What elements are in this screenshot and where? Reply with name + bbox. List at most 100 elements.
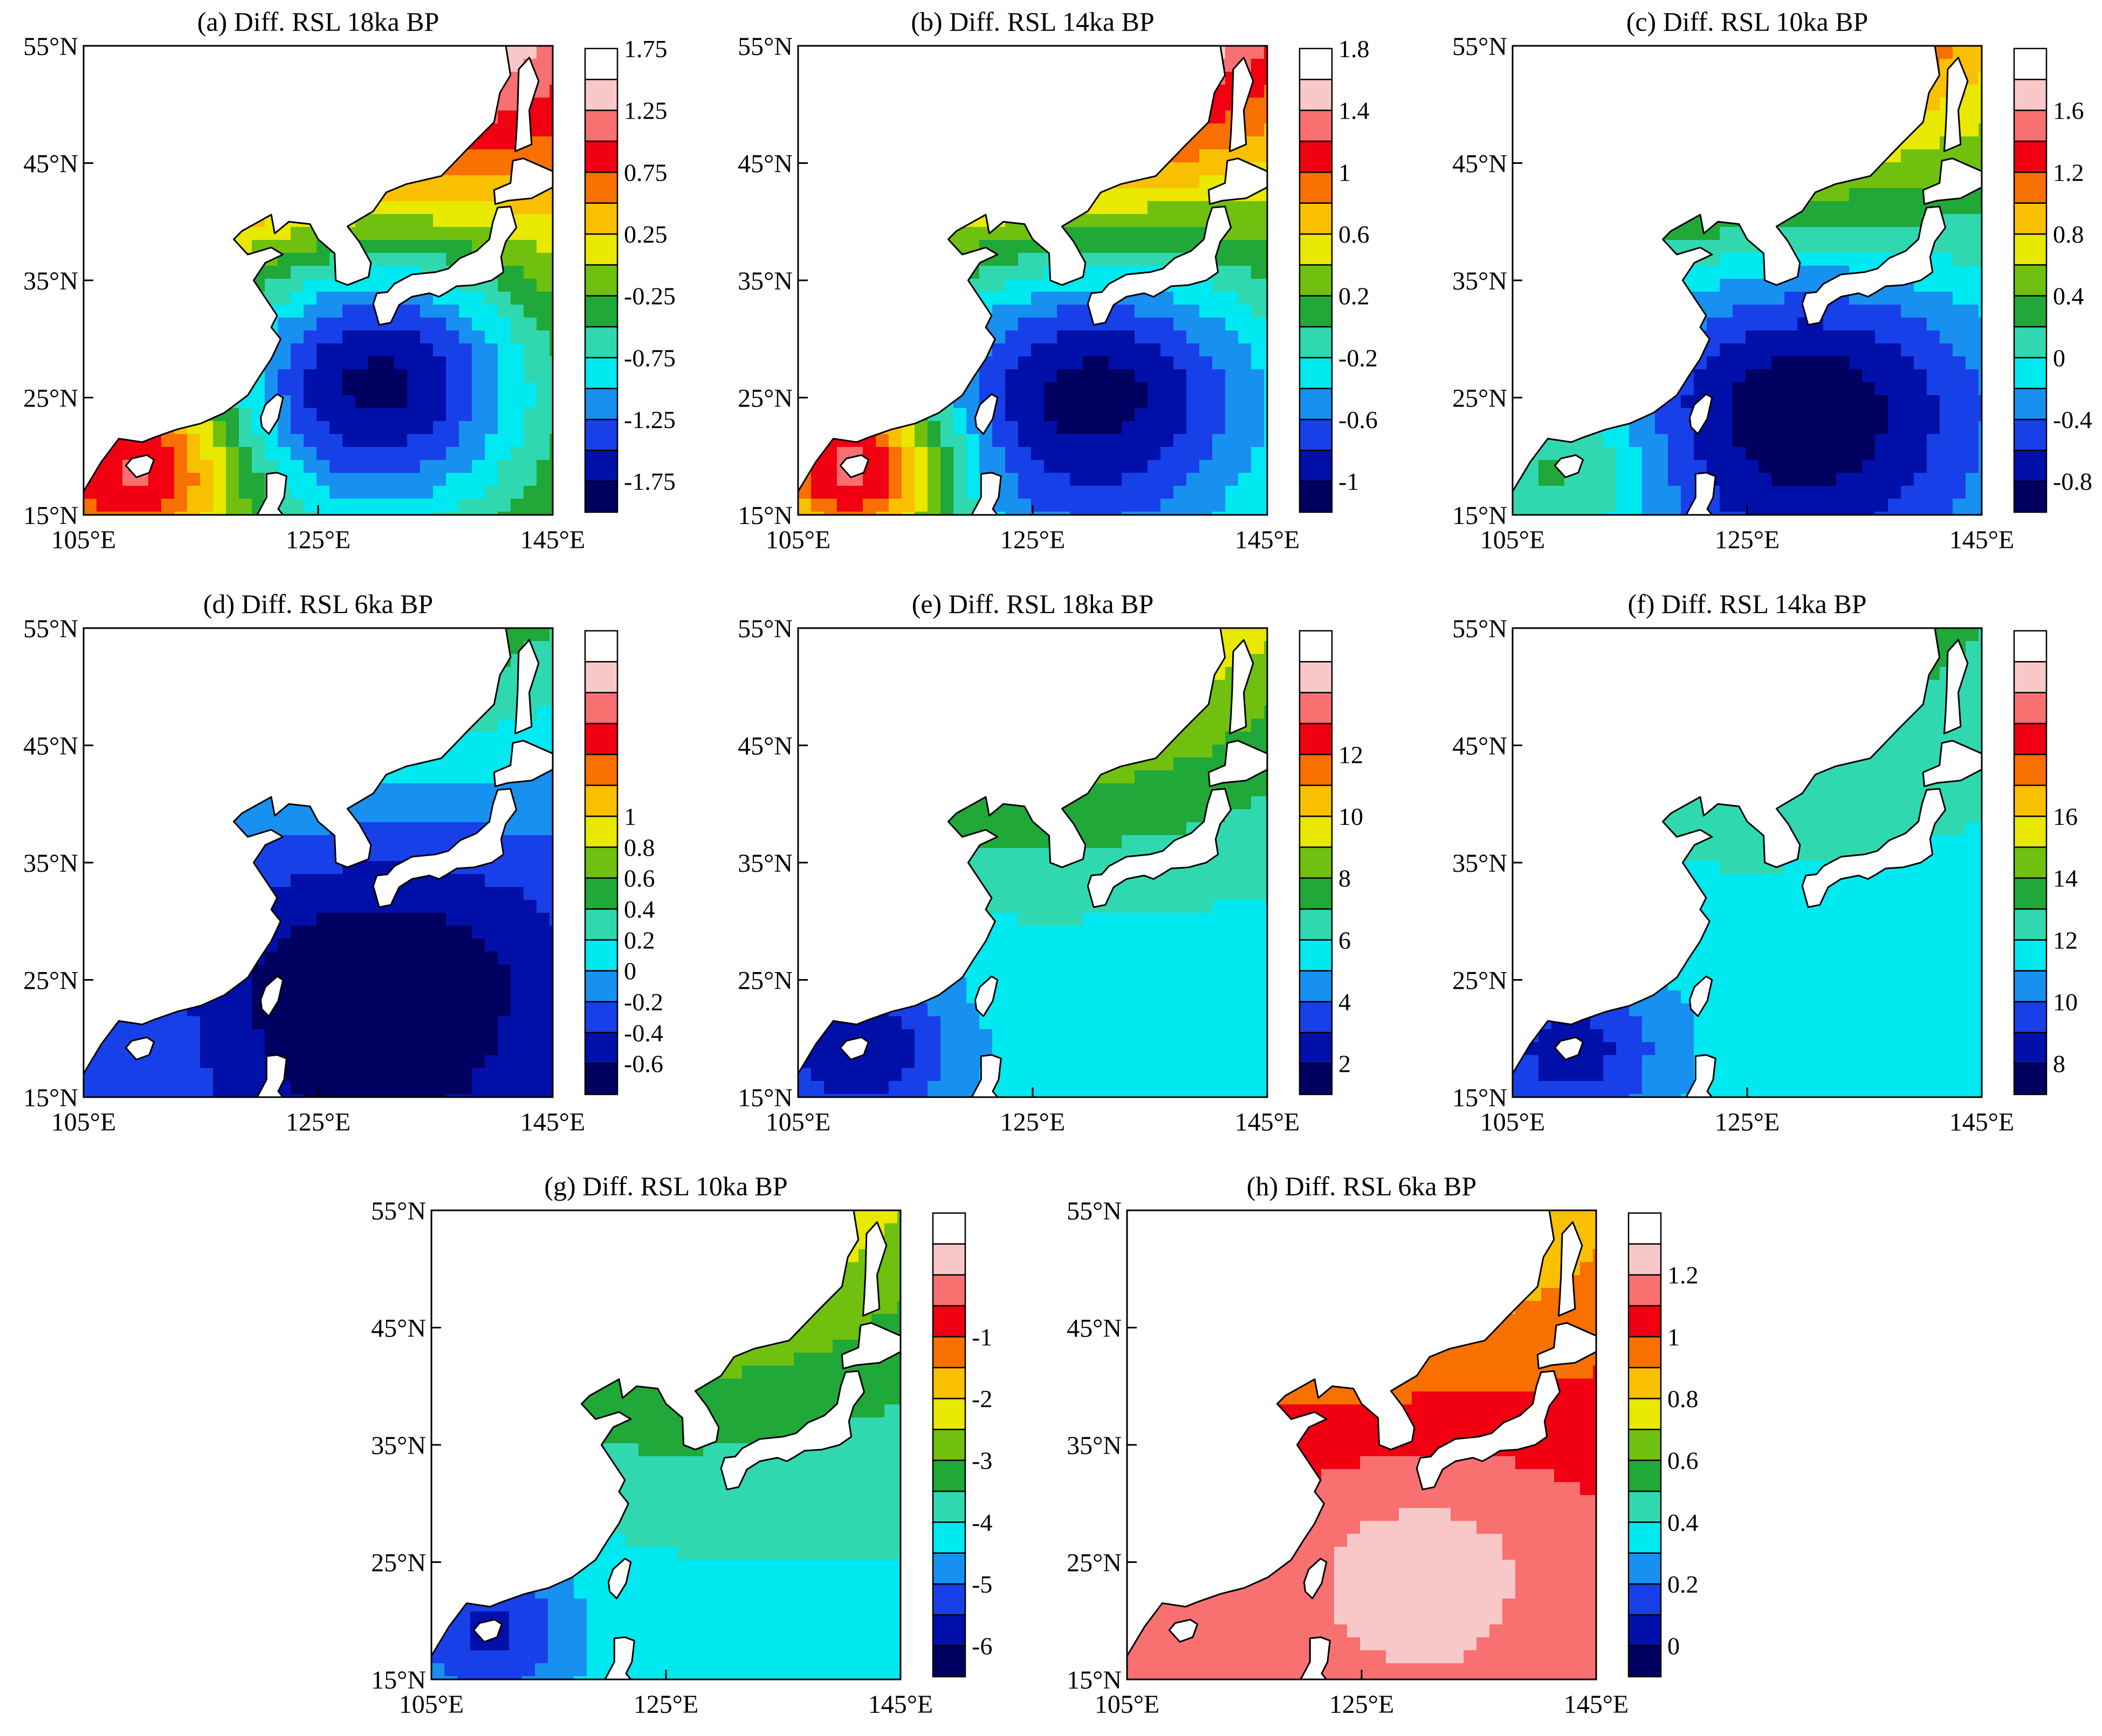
colorbar-label: 0.6 [624, 865, 655, 892]
lon-tick-label: 145°E [1949, 1108, 2015, 1136]
colorbar-swatch [1299, 692, 1333, 725]
colorbar-swatch [2013, 1032, 2048, 1064]
colorbar-label: 0.4 [1667, 1508, 1699, 1536]
colorbar-label: 0.6 [1667, 1447, 1699, 1475]
colorbar-swatch [1299, 784, 1333, 817]
lat-tick-label: 55°N [23, 615, 78, 643]
lat-tick-label: 45°N [371, 1314, 426, 1343]
land-mask [1127, 1210, 1596, 1679]
lat-tick-label: 15°N [738, 1084, 793, 1112]
land-mask [798, 46, 1267, 515]
lat-tick-label: 45°N [1452, 732, 1507, 761]
colorbar-label: -0.4 [2053, 406, 2092, 433]
colorbar-swatch [584, 846, 619, 879]
colorbar-swatch [932, 1614, 966, 1647]
colorbar: -0.8 -0.4 0 0.4 0.8 1.2 1.6 [2013, 47, 2092, 513]
lat-tick-label: 45°N [738, 150, 793, 178]
colorbar-swatch [2013, 754, 2048, 786]
colorbar-swatch [1299, 754, 1333, 786]
lon-tick-label: 125°E [1329, 1690, 1395, 1719]
colorbar-swatch [584, 1063, 619, 1096]
colorbar-swatch [584, 1001, 619, 1034]
colorbar-swatch [1627, 1583, 1662, 1616]
land-mask [798, 628, 1267, 1097]
colorbar: -1 -0.6 -0.2 0.2 0.6 1 1.4 1.8 [1299, 35, 1378, 513]
colorbar-swatch [1299, 295, 1333, 328]
lat-tick-label: 45°N [23, 732, 78, 761]
colorbar-swatch [2013, 877, 2048, 910]
colorbar-label: 1.6 [2053, 97, 2084, 125]
colorbar-swatch [2013, 326, 2048, 359]
lon-tick-label: 105°E [51, 1108, 116, 1136]
colorbar-label: 0 [2053, 344, 2065, 371]
colorbar-swatch [1299, 908, 1333, 941]
colorbar-label: -0.25 [624, 283, 676, 310]
colorbar-label: -0.75 [624, 344, 676, 371]
colorbar-swatch [584, 418, 619, 451]
colorbar-swatch [932, 1243, 966, 1276]
colorbar: 8 10 12 14 16 [2013, 630, 2078, 1096]
colorbar-swatch [1299, 233, 1333, 266]
colorbar: -1.75 -1.25 -0.75 -0.25 0.25 0.75 1.25 1.75 [584, 35, 676, 513]
colorbar-swatch [1299, 1001, 1333, 1034]
colorbar-swatch [2013, 450, 2048, 482]
lat-tick-label: 35°N [371, 1431, 426, 1460]
lat-tick-label: 55°N [1067, 1197, 1122, 1225]
colorbar-label: 0.8 [1667, 1385, 1699, 1413]
colorbar-label: -6 [972, 1632, 992, 1660]
lon-tick-label: 145°E [520, 526, 586, 554]
colorbar-swatch [584, 815, 619, 848]
colorbar-swatch [2013, 418, 2048, 451]
colorbar-swatch [1299, 47, 1333, 80]
panel-title: (a) Diff. RSL 18ka BP [197, 6, 439, 37]
colorbar-swatch [2013, 357, 2048, 389]
colorbar-label: -0.6 [624, 1050, 663, 1078]
colorbar-label: 2 [1338, 1050, 1351, 1078]
colorbar-swatch [932, 1552, 966, 1585]
colorbar-label: -5 [972, 1570, 992, 1598]
lon-tick-label: 145°E [1235, 1108, 1300, 1136]
lat-tick-label: 55°N [1452, 32, 1507, 61]
lat-tick-label: 35°N [1452, 267, 1507, 295]
colorbar-swatch [1627, 1243, 1662, 1276]
colorbar-swatch [2013, 692, 2048, 725]
lat-tick-label: 15°N [1452, 1084, 1507, 1112]
colorbar-label: 1.4 [1338, 97, 1370, 125]
colorbar-label: 0.2 [1338, 283, 1370, 310]
lat-tick-label: 35°N [738, 267, 793, 295]
lon-tick-label: 105°E [399, 1690, 464, 1719]
colorbar-swatch [584, 692, 619, 725]
colorbar-swatch [2013, 784, 2048, 817]
colorbar-label: -0.2 [624, 988, 663, 1016]
colorbar-label: 1.25 [624, 97, 668, 125]
colorbar-swatch [584, 264, 619, 297]
colorbar-swatch [1299, 815, 1333, 848]
colorbar-label: -0.2 [1338, 344, 1378, 371]
colorbar-swatch [1627, 1614, 1662, 1647]
colorbar-swatch [584, 326, 619, 359]
lat-tick-label: 15°N [1452, 501, 1507, 530]
colorbar-label: 1 [1338, 159, 1351, 186]
lat-tick-label: 35°N [23, 849, 78, 878]
colorbar-swatch [932, 1459, 966, 1492]
lat-tick-label: 45°N [23, 150, 78, 178]
colorbar-swatch [2013, 140, 2048, 173]
lon-tick-label: 125°E [634, 1690, 699, 1719]
colorbar-swatch [584, 233, 619, 266]
panel-title: (b) Diff. RSL 14ka BP [911, 6, 1154, 37]
lat-tick-label: 55°N [371, 1197, 426, 1225]
colorbar-swatch [932, 1645, 966, 1678]
colorbar-label: 4 [1338, 988, 1351, 1016]
lat-tick-label: 15°N [1067, 1666, 1122, 1694]
colorbar: -6 -5 -4 -3 -2 -1 [932, 1212, 992, 1678]
colorbar-swatch [932, 1212, 966, 1245]
colorbar-swatch [1299, 357, 1333, 389]
colorbar-swatch [2013, 661, 2048, 693]
panel-title: (f) Diff. RSL 14ka BP [1627, 589, 1866, 619]
lon-tick-label: 125°E [1000, 1108, 1066, 1136]
colorbar-swatch [1299, 79, 1333, 111]
land-mask [84, 46, 553, 515]
colorbar-swatch [1299, 722, 1333, 755]
colorbar: -0.6 -0.4 -0.2 0 0.2 0.4 0.6 0.8 1 [584, 630, 663, 1096]
